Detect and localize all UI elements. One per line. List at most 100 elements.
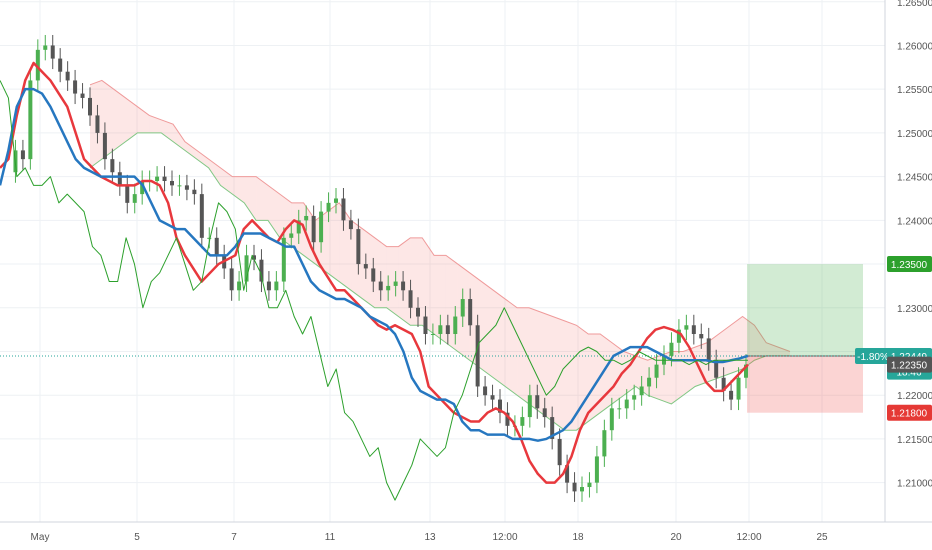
candle-body (490, 395, 495, 400)
price-label-text: 1.21800 (891, 409, 928, 420)
cloud-segment (528, 307, 541, 413)
candle-body (65, 71, 70, 81)
candle-body (744, 364, 748, 378)
candle-body (393, 281, 398, 286)
cloud-segment (540, 312, 553, 422)
candle-body (386, 285, 391, 291)
candle-body (550, 417, 555, 439)
ichimoku-cloud (89, 79, 791, 431)
pct-change-bg (855, 347, 891, 364)
candle-body (125, 185, 130, 203)
candle-body (594, 456, 599, 483)
candle-body (348, 220, 353, 230)
candle-body (43, 45, 48, 50)
cloud-segment (410, 237, 423, 326)
candle-body (557, 438, 562, 466)
candle-body (237, 281, 242, 291)
candle-body (423, 316, 428, 335)
candle-body (602, 430, 607, 457)
candle-body (214, 237, 219, 256)
cloud-segment (173, 124, 185, 151)
cloud-segment (434, 255, 446, 343)
candle-body (20, 150, 25, 160)
candle-body (356, 229, 361, 265)
candle-body (408, 290, 413, 308)
candle-body (438, 325, 443, 335)
candle-body (334, 198, 338, 203)
candle-body (721, 377, 726, 391)
candle-body (199, 194, 204, 238)
candle-body (684, 325, 689, 330)
candle-body (28, 80, 33, 160)
cloud-segment (362, 229, 375, 308)
candle-body (587, 482, 592, 488)
candle-body (609, 408, 614, 431)
candle-body (274, 281, 279, 291)
candle-body (244, 255, 249, 282)
candle-body (289, 233, 294, 238)
cloud-segment (256, 176, 268, 221)
pct-change-tag: -1.80% (855, 347, 891, 364)
y-tick-label: 1.26000 (897, 41, 932, 52)
cloud-segment (552, 316, 565, 431)
candle-body (520, 417, 525, 426)
y-tick-label: 1.21500 (897, 435, 932, 446)
candle-body (729, 390, 734, 400)
candle-body (73, 80, 78, 94)
cloud-segment (113, 89, 126, 151)
indicator-lines (0, 61, 749, 501)
candle-body (498, 399, 502, 413)
cloud-segment (766, 342, 779, 356)
cloud-segment (505, 299, 518, 396)
cloud-segment (267, 185, 280, 238)
price-label-text: 1.23500 (891, 260, 928, 271)
x-tick-label: 18 (572, 532, 584, 543)
candle-body (341, 198, 346, 221)
candle-body (639, 386, 644, 396)
price-label-bg (887, 256, 932, 273)
grid (0, 0, 885, 522)
cloud-segment (208, 159, 221, 186)
candle-body (140, 180, 145, 195)
cloud-segment (339, 202, 352, 291)
candle-body (132, 194, 137, 203)
candle-body (58, 58, 63, 72)
candle-body (229, 268, 234, 291)
cloud-segment (778, 347, 790, 356)
candle-body (184, 185, 189, 190)
cloud-segment (232, 176, 245, 203)
candle-body (624, 399, 629, 409)
price-label-bg (887, 404, 932, 421)
target-zone (747, 264, 863, 356)
cloud-segment (481, 281, 494, 378)
candle-body (266, 281, 271, 291)
candle-body (162, 176, 167, 181)
cloud-segment (517, 307, 529, 404)
x-tick-label: 7 (231, 532, 237, 543)
candlestick-series (13, 34, 748, 502)
candle-body (296, 220, 301, 234)
y-tick-label: 1.22000 (897, 391, 932, 402)
cloud-segment (564, 320, 577, 431)
x-tick-label: 12:00 (492, 532, 517, 543)
candle-body (565, 465, 570, 483)
position-tool[interactable] (0, 264, 885, 413)
candle-body (535, 395, 540, 409)
candle-body (468, 299, 473, 326)
indicator-line-2 (0, 80, 748, 501)
x-tick-label: 25 (816, 532, 828, 543)
price-label: 1.23500 (887, 256, 932, 273)
indicator-line-0 (0, 61, 749, 484)
price-label: 1.22350 (887, 356, 932, 373)
y-tick-label: 1.25000 (897, 129, 932, 140)
candle-body (252, 255, 256, 260)
candle-body (259, 259, 264, 282)
candle-body (632, 395, 637, 400)
candle-body (527, 395, 532, 418)
candle-body (654, 364, 659, 378)
cloud-segment (386, 246, 399, 317)
candle-body (542, 408, 547, 418)
